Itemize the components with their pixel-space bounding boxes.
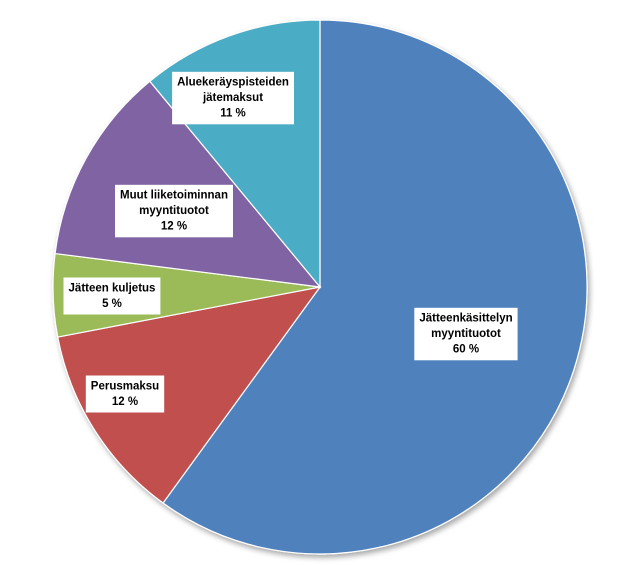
data-label-box [172,71,294,125]
data-label-4: Muut liiketoiminnan myyntituotot 12 % [115,184,233,238]
pie-slice-1 [162,19,588,555]
data-label-1: Jätteenkäsittelyn myyntituotot 60 % [414,307,518,361]
data-label-value: 12 % [112,396,138,408]
data-label-value: 12 % [161,221,187,233]
data-label-category: myyntituotot [139,205,209,217]
data-label-value: 11 % [220,108,246,120]
data-label-category: Aluekeräyspisteiden [177,77,289,89]
data-label-category: Jätteenkäsittelyn [419,313,512,325]
data-label-value: 5 % [102,298,122,310]
pie-labels: Jätteenkäsittelyn myyntituotot 60 % Perusma… [63,71,518,413]
data-label-box [115,184,233,238]
data-label-box [414,307,518,361]
data-label-category: jätemaksut [202,92,263,104]
data-label-2: Perusmaksu 12 % [85,375,165,413]
data-label-3: Jätteen kuljetus 5 % [63,277,161,315]
data-label-category: Jätteen kuljetus [69,282,156,294]
data-label-5: Aluekeräyspisteiden jätemaksut 11 % [172,71,294,125]
data-label-category: Muut liiketoiminnan [120,190,228,202]
data-label-category: myyntituotot [431,328,501,340]
pie-slice-2 [57,286,322,504]
data-label-box [85,375,165,413]
data-label-value: 60 % [453,344,479,356]
data-label-category: Perusmaksu [91,380,159,392]
data-label-box [63,277,161,315]
